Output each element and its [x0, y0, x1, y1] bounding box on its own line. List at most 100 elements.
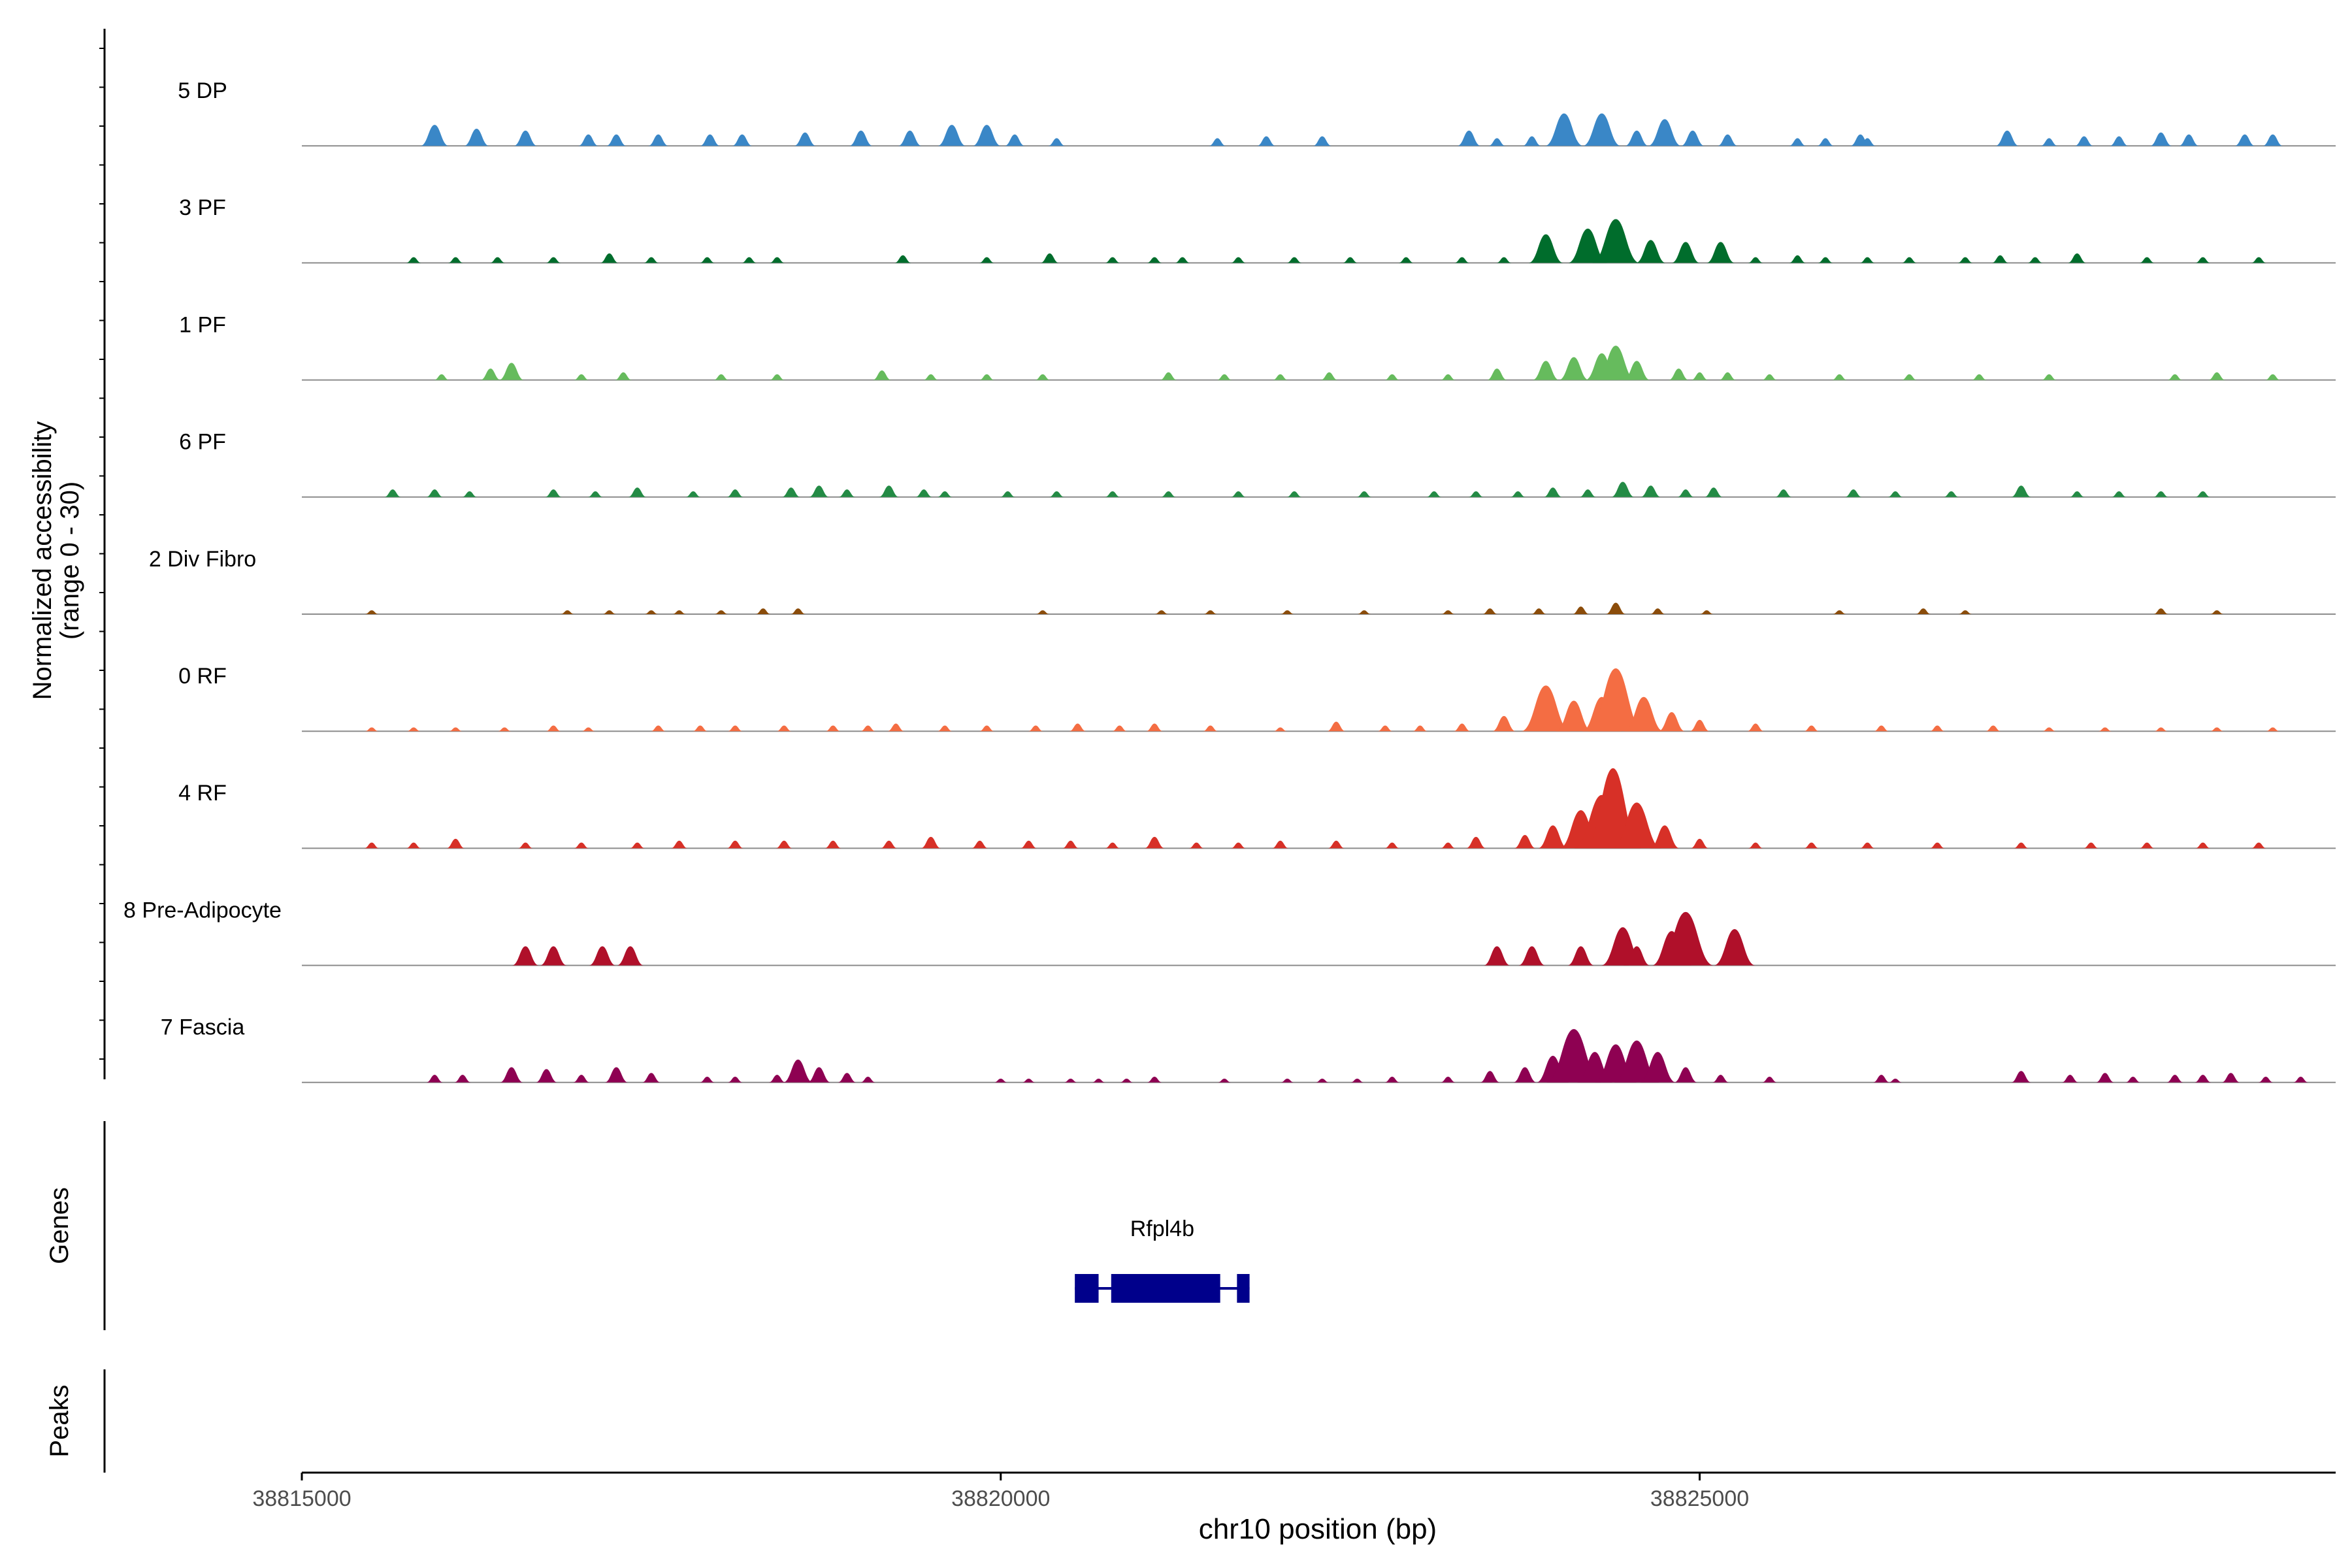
accessibility-peak	[1230, 257, 1247, 263]
accessibility-peak	[517, 842, 534, 849]
accessibility-peak	[2167, 374, 2183, 380]
accessibility-peak	[1789, 255, 1806, 263]
accessibility-peak	[860, 725, 876, 732]
accessibility-peak	[1567, 228, 1608, 263]
accessibility-peak	[1350, 1078, 1364, 1083]
accessibility-peak	[838, 489, 856, 497]
accessibility-peak	[1160, 372, 1177, 380]
accessibility-peak	[426, 489, 444, 497]
accessibility-peak	[648, 134, 669, 146]
accessibility-peak	[979, 725, 995, 732]
accessibility-peak	[628, 487, 647, 497]
accessibility-peak	[1286, 491, 1302, 497]
accessibility-peak	[2011, 485, 2032, 497]
accessibility-peak	[1209, 138, 1226, 146]
accessibility-peak	[741, 257, 757, 263]
accessibility-peak	[2266, 727, 2280, 732]
accessibility-peak	[1146, 723, 1164, 732]
accessibility-peak	[1426, 491, 1442, 497]
accessibility-peak	[1049, 491, 1065, 497]
accessibility-peak	[699, 257, 715, 263]
accessibility-peak	[446, 838, 465, 849]
accessibility-peak	[1521, 685, 1571, 732]
accessibility-peak	[1543, 487, 1563, 497]
accessibility-peak	[1832, 610, 1846, 614]
accessibility-peak	[1514, 834, 1536, 849]
track-label: 6 PF	[179, 430, 226, 455]
accessibility-peak	[498, 363, 525, 380]
track-8-pre-adipocyte: 8 Pre-Adipocyte	[123, 898, 2336, 966]
coverage-y-ticks	[99, 48, 105, 1060]
accessibility-peak	[642, 1073, 661, 1083]
accessibility-peak	[1625, 130, 1649, 146]
accessibility-peak	[1719, 372, 1737, 380]
accessibility-peak	[1761, 1077, 1778, 1083]
accessibility-peak	[1803, 725, 1820, 732]
x-tick-label: 38815000	[252, 1486, 351, 1511]
accessibility-peak	[604, 1067, 629, 1083]
accessibility-peak	[1859, 138, 1876, 146]
accessibility-peak	[426, 1075, 444, 1083]
accessibility-peak	[790, 608, 806, 614]
accessibility-peak	[2195, 257, 2211, 263]
accessibility-peak	[561, 610, 575, 614]
accessibility-peak	[783, 1059, 813, 1083]
accessibility-peak	[1537, 825, 1568, 849]
accessibility-peak	[602, 610, 617, 614]
accessibility-peak	[1020, 840, 1037, 849]
accessibility-peak	[1004, 134, 1025, 146]
accessibility-peak	[2195, 491, 2211, 497]
accessibility-peak	[1929, 725, 1945, 732]
accessibility-peak	[480, 368, 501, 380]
accessibility-peak	[1588, 668, 1644, 732]
accessibility-peak	[825, 725, 841, 732]
accessibility-peak	[776, 840, 793, 849]
accessibility-peak	[1717, 134, 1738, 146]
gene-exon	[1111, 1274, 1220, 1303]
accessibility-peak	[2293, 1077, 2309, 1083]
gene-label: Rfpl4b	[1130, 1217, 1194, 1241]
accessibility-peak	[1040, 253, 1059, 263]
accessibility-peak	[499, 1067, 523, 1083]
accessibility-peak	[2011, 1071, 2032, 1083]
accessibility-peak	[578, 134, 599, 146]
accessibility-peak	[514, 130, 538, 146]
accessibility-peak	[1803, 842, 1820, 849]
accessibility-peak	[1384, 1077, 1400, 1083]
accessibility-peak	[1680, 130, 1705, 146]
accessibility-peak	[915, 489, 933, 497]
accessibility-peak	[1035, 374, 1051, 380]
accessibility-peak	[1595, 346, 1636, 380]
accessibility-peak	[2041, 374, 2057, 380]
accessibility-peak	[448, 727, 463, 732]
accessibility-peak	[972, 125, 1002, 146]
accessibility-peak	[1510, 491, 1526, 497]
accessibility-peak	[1522, 136, 1542, 146]
accessibility-peak	[1532, 361, 1560, 380]
track-label: 1 PF	[179, 312, 226, 337]
accessibility-peak	[1518, 946, 1546, 966]
accessibility-peak	[1465, 836, 1486, 849]
accessibility-peak	[1991, 255, 2009, 263]
accessibility-peak	[1454, 257, 1470, 263]
accessibility-peak	[540, 946, 567, 966]
accessibility-peak	[894, 255, 911, 263]
accessibility-peak	[1488, 138, 1506, 146]
accessibility-peak	[1092, 1078, 1106, 1083]
accessibility-peak	[781, 487, 801, 497]
accessibility-peak	[1154, 610, 1169, 614]
accessibility-peak	[769, 257, 785, 263]
accessibility-peak	[887, 723, 905, 732]
accessibility-peak	[2194, 1075, 2212, 1083]
accessibility-peak	[1064, 1078, 1078, 1083]
accessibility-peak	[755, 608, 771, 614]
accessibility-peak	[809, 485, 830, 497]
accessibility-peak	[1272, 374, 1288, 380]
accessibility-peak	[364, 842, 380, 849]
accessibility-peak	[2251, 842, 2267, 849]
accessibility-peak	[1971, 374, 1987, 380]
accessibility-peak	[1147, 1077, 1162, 1083]
accessibility-peak	[448, 257, 464, 263]
track-0-rf: 0 RF	[178, 664, 2336, 732]
accessibility-peak	[650, 725, 666, 732]
